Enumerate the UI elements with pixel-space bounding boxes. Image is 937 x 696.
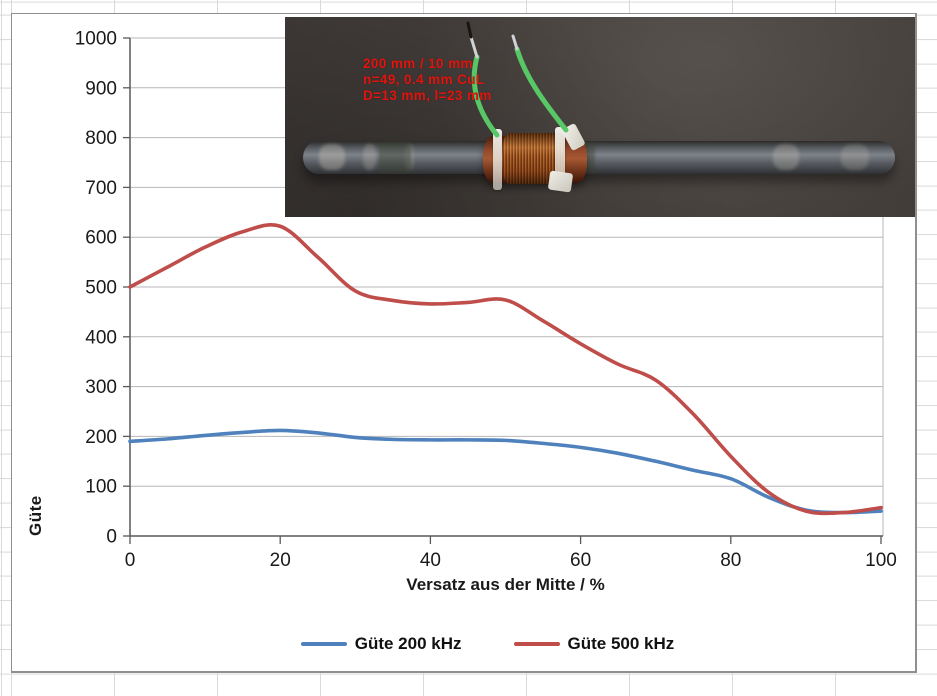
photo-annotation: 200 mm / 10 mm n=49, 0.4 mm CuL D=13 mm,…: [363, 56, 492, 105]
y-tick-label: 200: [85, 427, 117, 448]
left-wire-bare-tip: [469, 35, 479, 59]
coil-wires: [466, 21, 569, 138]
cable-tie-right: [555, 127, 565, 190]
x-tick-label: 20: [270, 550, 291, 571]
right-wire-green: [514, 46, 569, 133]
y-tick-label: 400: [85, 327, 117, 348]
photo-annotation-line1: 200 mm / 10 mm: [363, 56, 473, 71]
right-wire-bare-tip: [511, 34, 519, 51]
x-tick-label: 0: [125, 550, 136, 571]
x-tick-label: 40: [420, 550, 441, 571]
x-axis-title: Versatz aus der Mitte / %: [406, 575, 605, 594]
y-tick-label: 900: [85, 78, 117, 99]
chart-object[interactable]: 0 100 200 300 400 500 600 700 800 900 1000 0 20 40 60 8…: [11, 13, 917, 673]
legend-item-500khz[interactable]: Güte 500 kHz: [513, 634, 675, 654]
x-tick-label: 80: [720, 550, 741, 571]
photo-annotation-line2: n=49, 0.4 mm CuL: [363, 72, 485, 88]
y-axis-title: Güte: [26, 495, 45, 536]
y-tick-label: 300: [85, 377, 117, 398]
legend-label-500khz: Güte 500 kHz: [567, 634, 675, 653]
legend-line-sample-red: [513, 642, 560, 646]
photo-annotation-line3: D=13 mm, l=23 mm: [363, 88, 492, 104]
y-tick-label: 0: [106, 527, 117, 548]
x-tick-label: 60: [570, 550, 591, 571]
y-tick-label: 100: [85, 477, 117, 498]
x-tick-label: 100: [865, 550, 897, 571]
y-tick-label: 700: [85, 178, 117, 199]
legend-label-200khz: Güte 200 kHz: [354, 634, 462, 653]
legend-line-sample-blue: [300, 642, 347, 646]
y-tick-label: 600: [85, 228, 117, 249]
cable-tie-left: [493, 129, 502, 190]
coil-photo-inset: 200 mm / 10 mm n=49, 0.4 mm CuL D=13 mm,…: [285, 17, 915, 217]
legend-item-200khz[interactable]: Güte 200 kHz: [300, 634, 462, 654]
y-tick-label: 1000: [75, 29, 117, 50]
series-line-200khz[interactable]: [128, 428, 883, 515]
chart-legend: Güte 200 kHz Güte 500 kHz: [36, 634, 937, 654]
series-line-500khz[interactable]: [128, 223, 883, 516]
left-wire-black-tip: [466, 21, 473, 39]
left-wire-green: [471, 54, 500, 138]
y-tick-label: 500: [85, 278, 117, 299]
y-tick-label: 800: [85, 128, 117, 149]
